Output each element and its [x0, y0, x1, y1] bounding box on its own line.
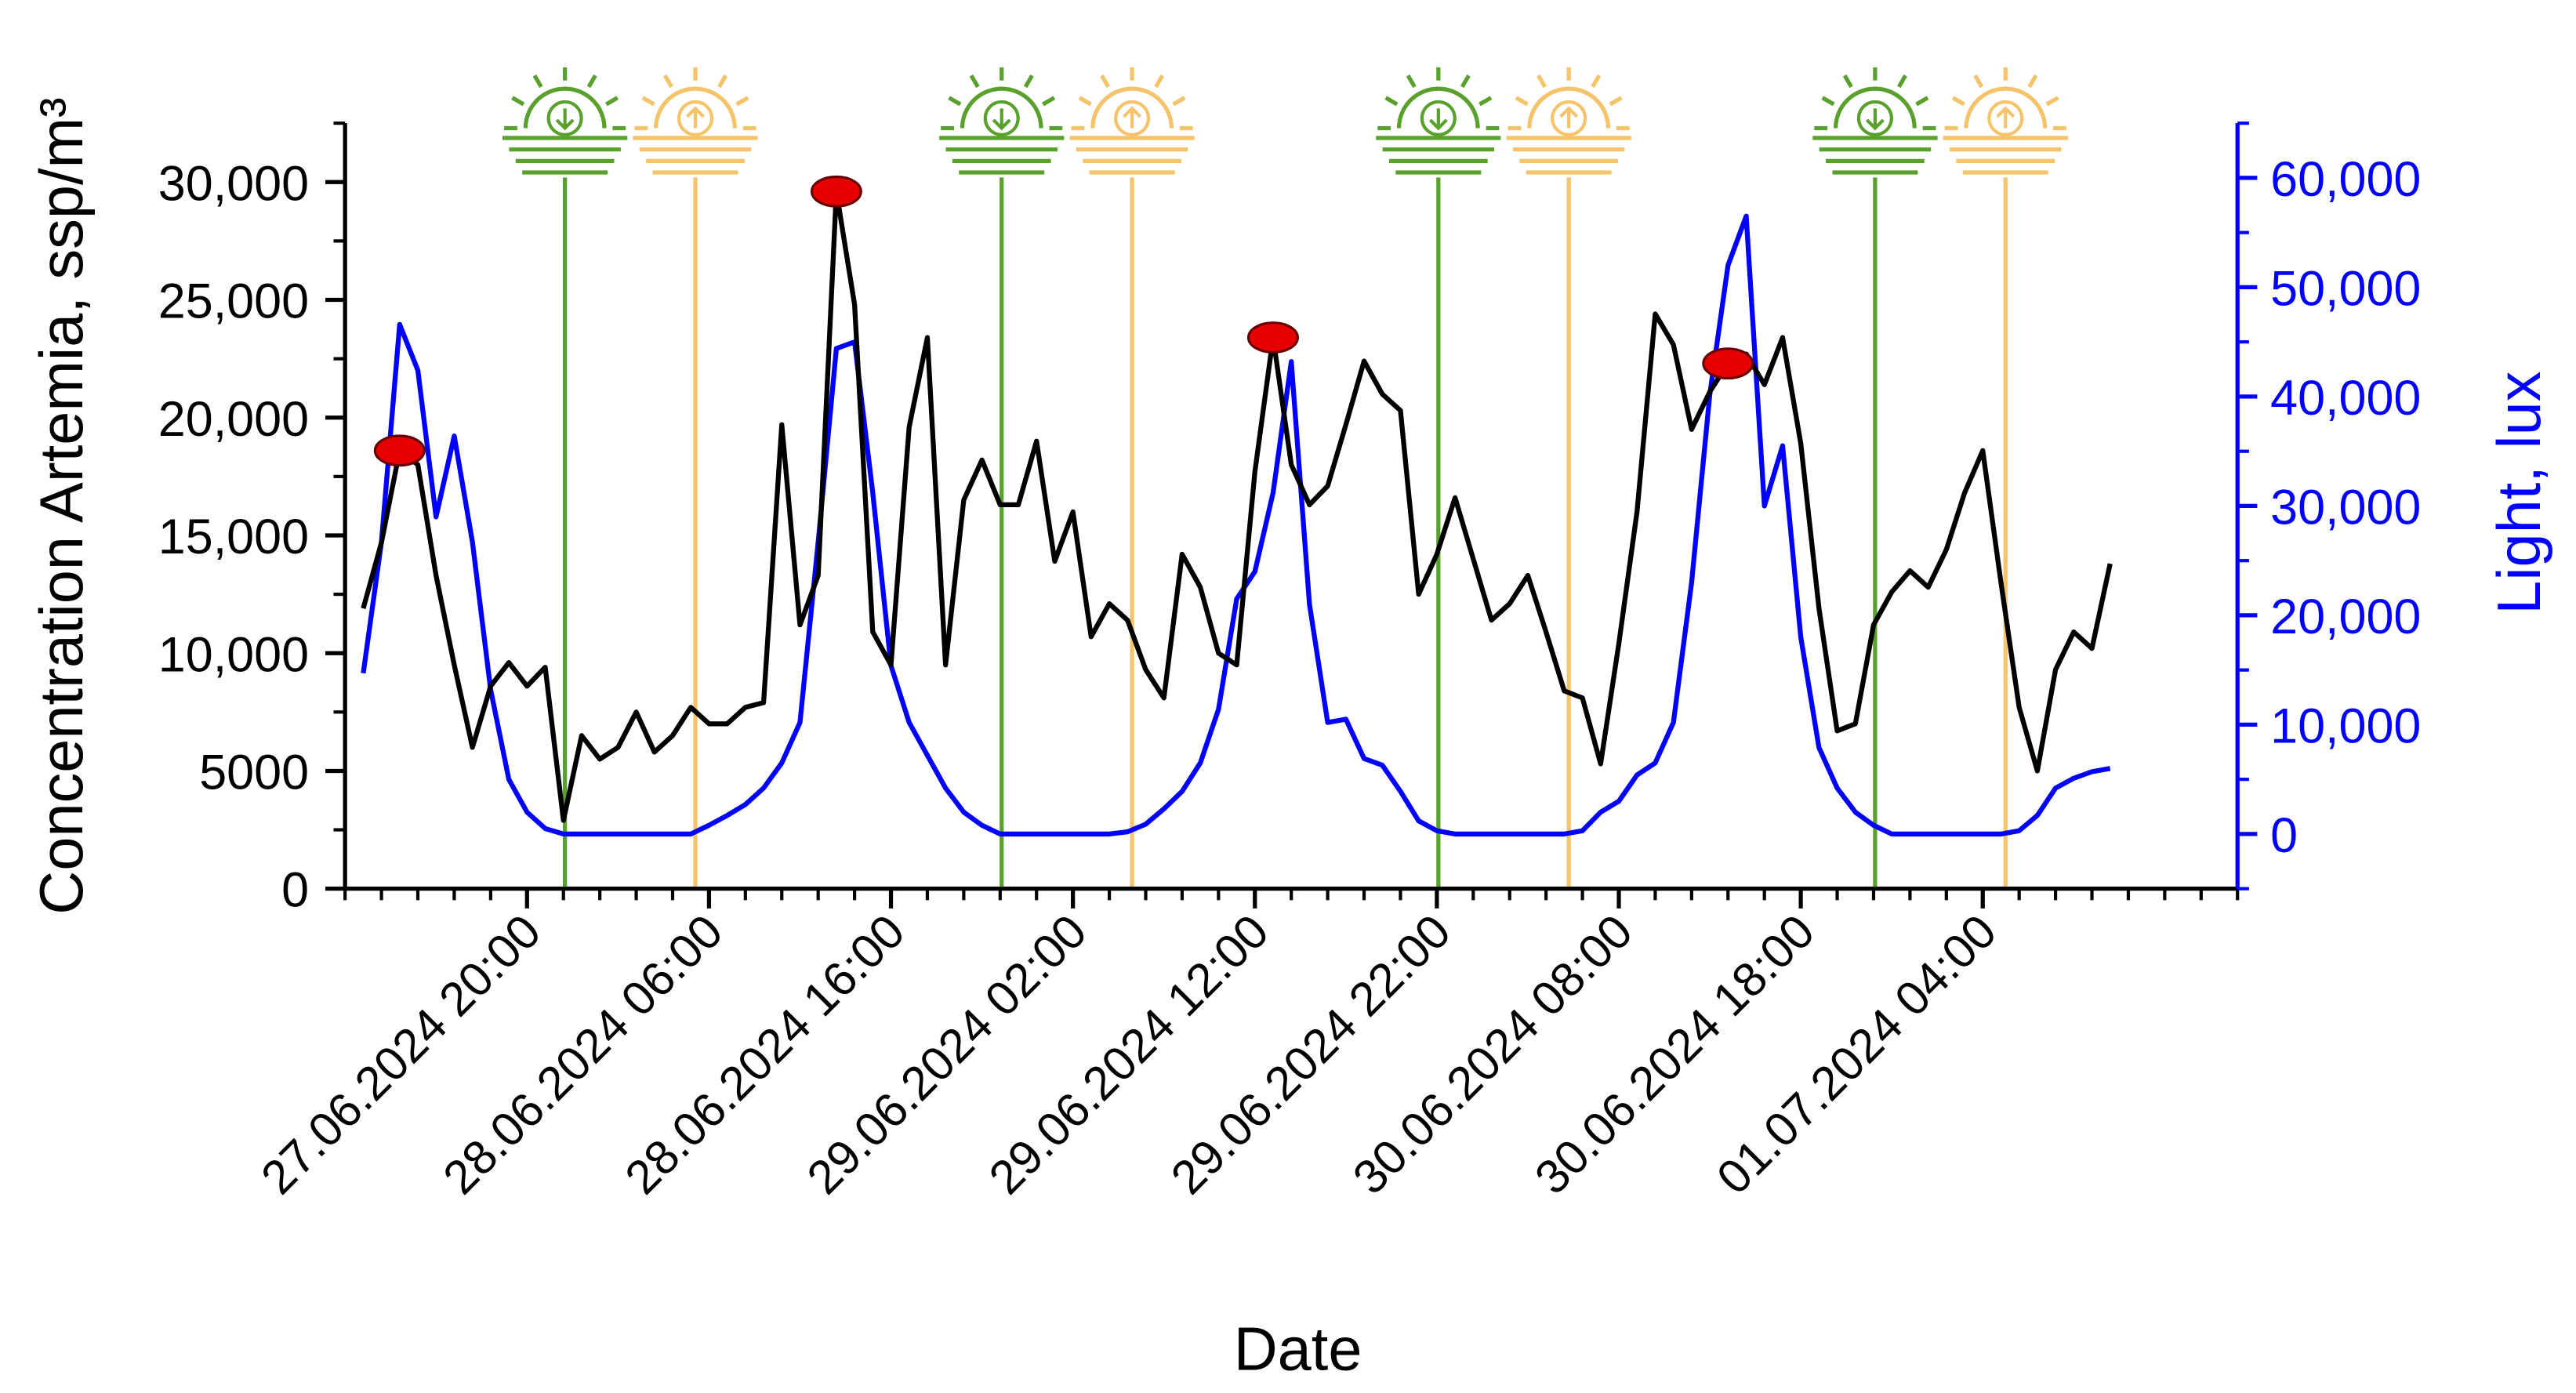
sun-ray [1842, 74, 1853, 89]
arrow-head [555, 118, 575, 131]
arrow-ring [1420, 100, 1457, 136]
sun-ray [1609, 96, 1623, 107]
sun-ray [1591, 74, 1602, 89]
sunrise-icon [1506, 67, 1631, 175]
peak-marker [810, 175, 862, 208]
y-tick-label: 10,000 [158, 627, 309, 682]
arrow-ring [1856, 100, 1893, 136]
sun-ray [1460, 74, 1471, 89]
y-tick-label: 25,000 [158, 274, 309, 329]
sun-ray [1042, 96, 1056, 107]
sun-ray [735, 96, 749, 107]
sun-ray [1478, 96, 1493, 107]
y2-tick-label: 0 [2270, 808, 2298, 863]
y2-tick-label: 20,000 [2270, 589, 2421, 644]
y-tick-label: 30,000 [158, 156, 309, 211]
sunset-icon [1812, 67, 1938, 175]
arrow-ring [1114, 100, 1151, 136]
arrow-ring [1987, 100, 2024, 136]
light-line [361, 213, 2111, 837]
sun-ray [511, 96, 525, 107]
sunset-icon [939, 67, 1065, 175]
y2-tick-label: 60,000 [2270, 152, 2421, 207]
peak-marker [373, 434, 426, 467]
arrow-head [992, 118, 1011, 131]
sun-arc [1090, 86, 1174, 129]
peak-marker [1246, 321, 1299, 354]
sun-ray [532, 74, 543, 89]
arrow-head [1428, 118, 1448, 131]
sunrise-icon [1943, 67, 2068, 175]
concentration-line [361, 189, 2113, 823]
arrow-head [686, 106, 705, 118]
y2-tick-label: 40,000 [2270, 371, 2421, 426]
sunset-icon [503, 67, 628, 175]
sun-ray [1078, 96, 1092, 107]
sun-ray [586, 74, 597, 89]
sun-ray [1537, 74, 1547, 89]
arrow-head [1996, 106, 2015, 118]
sunrise-icon [1069, 67, 1195, 175]
peak-marker [1702, 347, 1754, 380]
x-axis-label: Date [1234, 1316, 1362, 1384]
sun-ray [1023, 74, 1034, 89]
sun-arc [654, 86, 737, 129]
y-tick-label: 5000 [199, 745, 309, 800]
arrow-head [1865, 118, 1885, 131]
y-tick-label: 20,000 [158, 392, 309, 447]
sun-ray [1897, 74, 1907, 89]
arrow-ring [983, 100, 1020, 136]
y2-tick-label: 30,000 [2270, 480, 2421, 535]
sun-ray [2027, 74, 2038, 89]
sun-ray [1172, 96, 1186, 107]
y2-axis-label: Light, lux [2486, 372, 2553, 615]
sun-ray [662, 74, 673, 89]
sunset-icon [1376, 67, 1501, 175]
y-tick-label: 0 [281, 863, 309, 918]
sun-ray [969, 74, 980, 89]
y2-tick-label: 10,000 [2270, 698, 2421, 753]
sun-ray [1384, 96, 1399, 107]
sun-ray [717, 74, 728, 89]
sun-arc [1964, 86, 2048, 129]
sun-ray [1100, 74, 1110, 89]
sun-arc [1833, 86, 1917, 129]
sun-arc [960, 86, 1043, 129]
arrow-ring [1551, 100, 1587, 136]
sun-arc [523, 86, 607, 129]
arrow-ring [546, 100, 583, 136]
sun-ray [641, 96, 655, 107]
sun-ray [948, 96, 962, 107]
arrow-ring [677, 100, 714, 136]
sun-ray [2045, 96, 2059, 107]
sun-ray [1821, 96, 1835, 107]
sun-arc [1527, 86, 1611, 129]
sun-ray [1154, 74, 1165, 89]
sun-ray [1915, 96, 1929, 107]
arrow-head [1559, 106, 1579, 118]
y2-tick-label: 50,000 [2270, 261, 2421, 316]
sun-ray [1973, 74, 1984, 89]
sun-ray [1406, 74, 1417, 89]
sun-ray [1951, 96, 1965, 107]
y-axis-label: Concentration Artemia, ssp/m³ [28, 97, 96, 915]
y-tick-label: 15,000 [158, 510, 309, 564]
sun-ray [604, 96, 619, 107]
sunrise-icon [633, 67, 758, 175]
sun-arc [1396, 86, 1480, 129]
sun-ray [1515, 96, 1529, 107]
arrow-head [1123, 106, 1142, 118]
